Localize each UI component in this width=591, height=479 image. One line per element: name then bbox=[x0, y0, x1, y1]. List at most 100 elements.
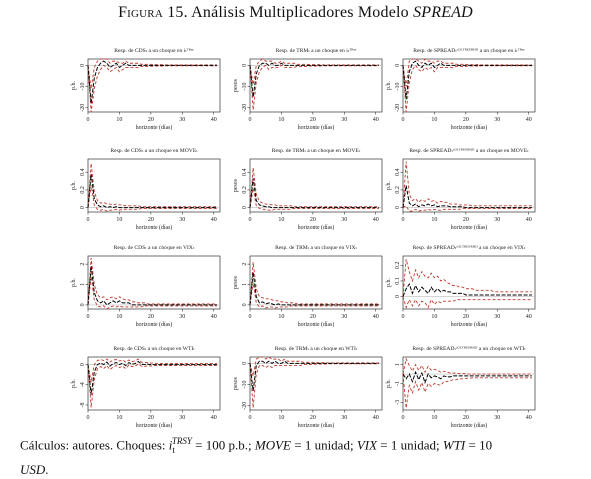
caption-usd: USD bbox=[20, 461, 46, 477]
caption-text-5: = 10 bbox=[465, 437, 493, 453]
x-axis-label: horizonte (días) bbox=[451, 422, 488, 429]
y-tick-label: 0.1 bbox=[395, 277, 401, 285]
irf-panel: Resp. de CDSₜ a un choque en MOVEₜ 0 10 20 3… bbox=[71, 148, 221, 231]
x-tick-label: 10 bbox=[116, 314, 122, 320]
caption-end: . bbox=[45, 461, 49, 477]
y-tick-label: 1 bbox=[80, 283, 86, 286]
x-tick-label: 0 bbox=[402, 117, 405, 123]
irf-panel: Resp. de TRMₜ a un choque en WTIₜ 0 10 20 30… bbox=[233, 346, 383, 429]
y-axis-label: p.b. bbox=[71, 81, 77, 90]
x-tick-label: 20 bbox=[148, 217, 154, 223]
x-tick-label: 10 bbox=[431, 415, 437, 421]
band-upper-line bbox=[402, 58, 532, 87]
y-tick-label: 0 bbox=[242, 206, 248, 209]
y-tick-label: 0.2 bbox=[80, 186, 86, 194]
response-line bbox=[249, 272, 379, 306]
band-upper-line bbox=[402, 161, 532, 208]
y-tick-label: -1 bbox=[395, 381, 401, 386]
x-tick-label: 0 bbox=[249, 217, 252, 223]
caption-wti: WTI bbox=[442, 437, 466, 453]
y-tick-label: 0 bbox=[242, 362, 248, 365]
x-axis-label: horizonte (días) bbox=[298, 422, 335, 429]
panel-title: Resp. de TRMₜ a un choque en iₜᵀᴿˢʸ bbox=[276, 48, 357, 54]
response-line bbox=[249, 62, 379, 98]
x-tick-label: 20 bbox=[463, 415, 469, 421]
x-tick-label: 0 bbox=[402, 314, 405, 320]
x-tick-label: 20 bbox=[310, 415, 316, 421]
x-tick-label: 0 bbox=[249, 117, 252, 123]
panel-frame bbox=[249, 356, 383, 411]
panel-title: Resp. de SPREADₜᶜᴼᴸᵀᴿᴱᴱᴿᴴᴰ a un choque e… bbox=[412, 346, 526, 352]
y-tick-label: -10 bbox=[80, 83, 86, 91]
y-axis-label: p.b. bbox=[386, 278, 392, 287]
x-tick-label: 30 bbox=[179, 217, 185, 223]
caption-shock-sup: TRSY bbox=[171, 436, 192, 446]
band-upper-line bbox=[402, 259, 532, 297]
irf-panel: Resp. de TRMₜ a un choque en MOVEₜ 0 10 20 3… bbox=[233, 148, 383, 231]
y-tick-label: 1 bbox=[395, 363, 401, 366]
x-tick-label: 30 bbox=[179, 314, 185, 320]
x-tick-label: 0 bbox=[87, 314, 90, 320]
panel-frame bbox=[87, 58, 221, 113]
y-tick-label: -4 bbox=[80, 382, 86, 387]
panel-frame bbox=[87, 158, 221, 213]
y-axis-label: p.b. bbox=[71, 379, 77, 388]
x-tick-label: 40 bbox=[526, 117, 532, 123]
y-tick-label: 0 bbox=[80, 64, 86, 67]
figure-title-text: Análisis Multiplicadores Modelo bbox=[191, 4, 409, 21]
y-tick-label: 0 bbox=[395, 206, 401, 209]
y-tick-label: 0 bbox=[242, 303, 248, 306]
x-tick-label: 30 bbox=[341, 415, 347, 421]
x-tick-label: 30 bbox=[179, 117, 185, 123]
response-line bbox=[402, 60, 532, 100]
x-tick-label: 30 bbox=[494, 117, 500, 123]
panel-title: Resp. de CDSₜ a un choque en WTIₜ bbox=[113, 346, 195, 352]
x-tick-label: 20 bbox=[463, 314, 469, 320]
x-tick-label: 0 bbox=[249, 415, 252, 421]
panel-frame bbox=[87, 255, 221, 310]
y-tick-label: 0 bbox=[242, 64, 248, 67]
y-axis-label: pesos bbox=[233, 275, 239, 289]
x-tick-label: 10 bbox=[278, 117, 284, 123]
band-lower-line bbox=[402, 296, 532, 309]
x-axis-label: horizonte (días) bbox=[298, 124, 335, 131]
figure-title: Figura 15. Análisis Multiplicadores Mode… bbox=[0, 4, 591, 22]
x-axis-label: horizonte (días) bbox=[451, 124, 488, 131]
x-tick-label: 30 bbox=[494, 314, 500, 320]
figure-label: Figura 15. bbox=[118, 4, 188, 21]
x-axis-label: horizonte (días) bbox=[451, 321, 488, 328]
caption-text-4: = 1 unidad; bbox=[377, 437, 443, 453]
x-tick-label: 40 bbox=[526, 217, 532, 223]
irf-panel: Resp. de SPREADₜᶜᴼᴸᵀᴿᴱᴱᴿᴴᴰ a un choque e… bbox=[386, 148, 536, 231]
panel-title: Resp. de SPREADₜᶜᴼᴸᵀᴿᴱᴱᴿᴴᴰ a un choque e… bbox=[413, 245, 526, 251]
x-tick-label: 10 bbox=[431, 314, 437, 320]
band-upper-line bbox=[249, 167, 379, 208]
irf-panel: Resp. de CDSₜ a un choque en iₜᵀᴿˢʸ 0 10 20… bbox=[71, 48, 221, 131]
x-axis-label: horizonte (días) bbox=[136, 422, 173, 429]
y-tick-label: 0 bbox=[80, 206, 86, 209]
x-tick-label: 20 bbox=[148, 415, 154, 421]
response-line bbox=[87, 266, 217, 306]
x-tick-label: 40 bbox=[373, 217, 379, 223]
y-tick-label: -20 bbox=[80, 104, 86, 112]
y-tick-label: 0 bbox=[395, 295, 401, 298]
x-axis-label: horizonte (días) bbox=[136, 321, 173, 328]
y-axis-label: p.b. bbox=[71, 278, 77, 287]
x-tick-label: 0 bbox=[87, 117, 90, 123]
y-axis-label: pesos bbox=[233, 376, 239, 390]
band-lower-line bbox=[249, 188, 379, 211]
panel-title: Resp. de TRMₜ a un choque en MOVEₜ bbox=[272, 148, 361, 154]
panel-frame bbox=[402, 158, 536, 213]
x-tick-label: 0 bbox=[249, 314, 252, 320]
x-axis-label: horizonte (días) bbox=[451, 224, 488, 231]
y-tick-label: 1 bbox=[242, 283, 248, 286]
band-lower-line bbox=[87, 363, 217, 408]
x-tick-label: 40 bbox=[526, 314, 532, 320]
x-tick-label: 10 bbox=[116, 415, 122, 421]
band-lower-line bbox=[249, 282, 379, 309]
x-tick-label: 20 bbox=[148, 314, 154, 320]
x-tick-label: 40 bbox=[211, 217, 217, 223]
x-tick-label: 30 bbox=[494, 415, 500, 421]
panel-frame bbox=[402, 356, 536, 411]
y-axis-label: p.b. bbox=[386, 181, 392, 190]
